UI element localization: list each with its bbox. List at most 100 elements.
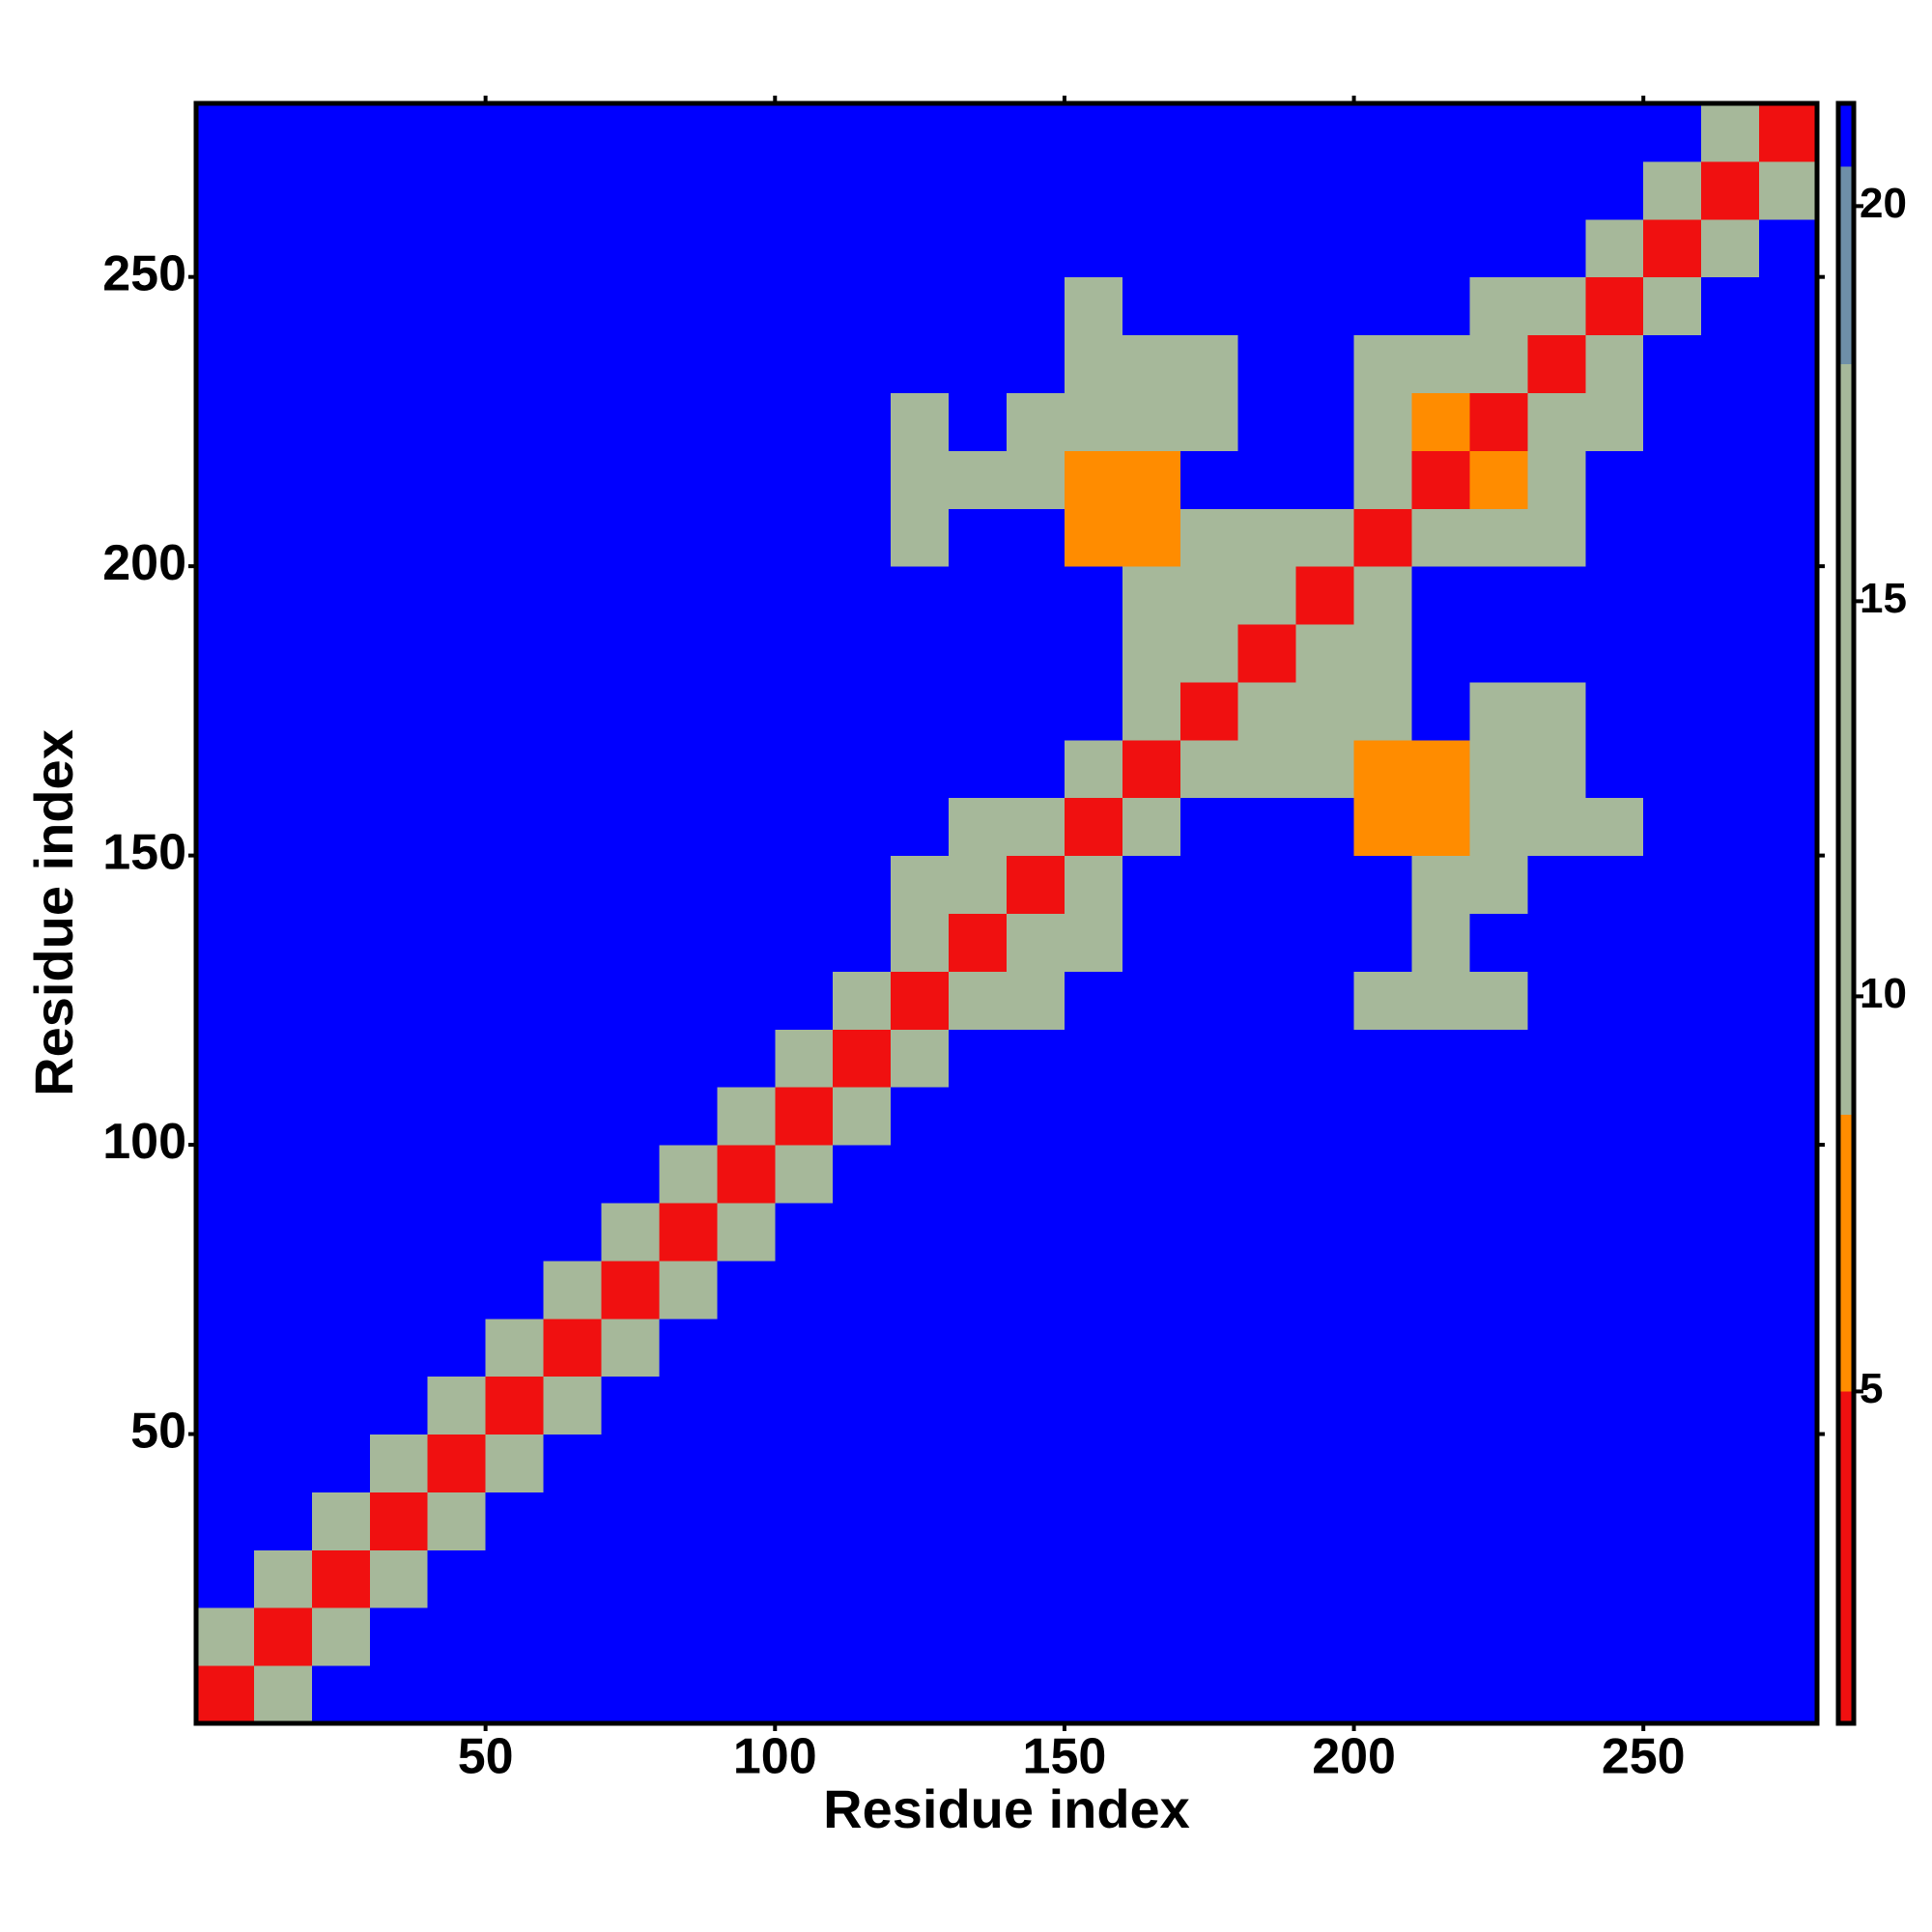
- cell: [253, 450, 313, 509]
- cell: [1643, 1607, 1702, 1666]
- cell: [1527, 681, 1586, 741]
- cell: [1122, 160, 1181, 220]
- cell: [1759, 450, 1818, 509]
- cell: [891, 160, 950, 220]
- cell: [1585, 1260, 1644, 1320]
- cell: [1585, 624, 1644, 683]
- cell: [1064, 566, 1123, 625]
- cell: [891, 1665, 950, 1724]
- cell: [196, 276, 255, 336]
- cell: [1237, 1202, 1297, 1262]
- cell: [1122, 334, 1181, 393]
- cell: [1007, 797, 1065, 857]
- cell: [369, 160, 429, 220]
- cell: [1295, 392, 1355, 451]
- cell: [1122, 1087, 1181, 1146]
- cell: [1007, 276, 1065, 336]
- cell: [1007, 392, 1065, 451]
- cell: [1179, 624, 1239, 683]
- cell: [949, 624, 1008, 683]
- cell: [1353, 797, 1412, 857]
- cell: [1411, 1607, 1470, 1666]
- cell: [1701, 566, 1760, 625]
- cell: [543, 624, 602, 683]
- cell: [311, 1376, 371, 1435]
- cell: [196, 1029, 255, 1088]
- cell: [253, 797, 313, 857]
- cell: [543, 1434, 602, 1492]
- cell: [543, 566, 602, 625]
- cell: [1353, 1318, 1412, 1378]
- cell: [485, 334, 545, 393]
- cell: [1122, 508, 1181, 567]
- cell: [1122, 1202, 1181, 1262]
- cell: [1411, 1318, 1470, 1378]
- cell: [1237, 566, 1297, 625]
- cell: [717, 624, 776, 683]
- cell: [659, 1029, 718, 1088]
- cell: [1643, 1260, 1702, 1320]
- cell: [311, 276, 371, 336]
- cell: [775, 913, 834, 972]
- cell: [1759, 1607, 1818, 1666]
- cell: [949, 971, 1008, 1030]
- cell: [1585, 392, 1644, 451]
- cell: [1353, 1376, 1412, 1435]
- cell: [485, 1607, 545, 1666]
- cell: [543, 160, 602, 220]
- cell: [311, 1029, 371, 1088]
- cell: [1237, 681, 1297, 741]
- cell: [1007, 971, 1065, 1030]
- cell: [717, 160, 776, 220]
- cell: [1295, 1087, 1355, 1146]
- cell: [427, 1202, 487, 1262]
- cell: [601, 1260, 660, 1320]
- colorbar-segment: [1838, 1391, 1854, 1723]
- cell: [1411, 971, 1470, 1030]
- cell: [1585, 913, 1644, 972]
- cell: [543, 508, 602, 567]
- cell: [775, 1202, 834, 1262]
- cell: [1064, 797, 1123, 857]
- cell: [1411, 624, 1470, 683]
- cell: [659, 1318, 718, 1378]
- y-tick-label: 50: [130, 1403, 186, 1459]
- cell: [775, 1087, 834, 1146]
- cell: [1701, 1492, 1760, 1550]
- cell: [891, 218, 950, 278]
- cell: [196, 1607, 255, 1666]
- cell: [1469, 797, 1528, 857]
- cell: [1064, 1492, 1123, 1550]
- cell: [196, 1376, 255, 1435]
- cell: [427, 913, 487, 972]
- cell: [196, 913, 255, 972]
- cell: [1701, 739, 1760, 799]
- cell: [1007, 218, 1065, 278]
- cell: [717, 1087, 776, 1146]
- cell: [1759, 276, 1818, 336]
- cell: [369, 1492, 429, 1550]
- cell: [1064, 1202, 1123, 1262]
- cell: [1701, 1260, 1760, 1320]
- cell: [1237, 218, 1297, 278]
- cell: [1353, 392, 1412, 451]
- cell: [311, 103, 371, 162]
- cell: [775, 103, 834, 162]
- cell: [833, 218, 892, 278]
- cell: [1527, 1145, 1586, 1204]
- cell: [196, 508, 255, 567]
- cell: [833, 160, 892, 220]
- cell: [833, 1318, 892, 1378]
- cell: [1527, 1260, 1586, 1320]
- cell: [1007, 913, 1065, 972]
- cell: [485, 1029, 545, 1088]
- cell: [427, 855, 487, 914]
- cell: [369, 913, 429, 972]
- cell: [891, 1434, 950, 1492]
- cell: [1701, 855, 1760, 914]
- cell: [311, 1087, 371, 1146]
- cell: [1527, 450, 1586, 509]
- cell: [717, 797, 776, 857]
- cell: [253, 276, 313, 336]
- cell: [717, 913, 776, 972]
